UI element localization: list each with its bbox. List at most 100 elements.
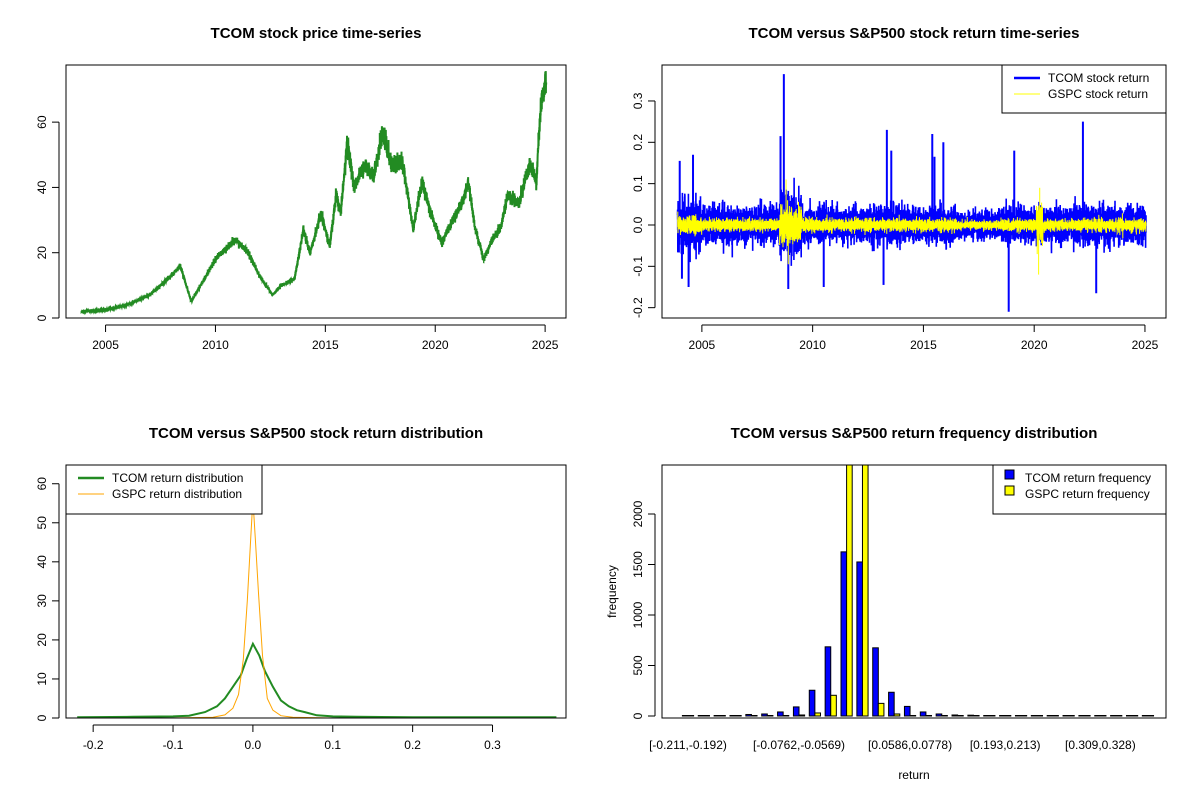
gspc-bar [798,714,806,717]
gspc-bar [1099,715,1107,717]
gspc-bar [846,465,853,717]
gspc-bar [957,715,964,717]
tcom-bar [935,713,943,717]
tcom-bar [792,706,800,717]
gspc-bar [750,715,758,717]
chart-title: TCOM versus S&P500 stock return time-ser… [749,25,1080,42]
x-axis-label: return [898,768,929,782]
x-tick-label: 2015 [312,338,339,352]
y-tick-label: 0.3 [631,92,645,109]
gspc-return-line [677,200,1147,255]
plot-frame [65,64,567,319]
legend-swatch [1004,485,1015,496]
gspc-bar [830,694,837,717]
x-tick-label: 2020 [1021,338,1048,352]
plot-frame [65,464,567,719]
legend: TCOM return frequency GSPC return frequen… [992,464,1167,515]
tcom-bar [1078,715,1086,717]
gspc-bar [814,712,821,717]
y-tick-label: 60 [35,477,49,491]
legend-swatch [1004,469,1015,480]
gspc-bar [988,715,996,717]
tcom-bar [967,714,974,717]
y-tick-label: 40 [35,555,49,569]
gspc-bar [861,465,869,717]
tcom-bar [888,691,895,717]
tcom-bar [840,551,848,717]
y-tick-label: 0.0 [631,216,645,233]
x-tick-label: 2020 [422,338,449,352]
x-tick-label: 0.1 [324,738,341,752]
tcom-bar [824,646,832,717]
gspc-bar [893,713,901,717]
tcom-bar [777,711,784,717]
plot-frame [661,64,1167,319]
tcom-bar [1046,715,1054,717]
y-tick-label: 0 [35,314,49,321]
gspc-bar [925,715,933,717]
y-tick-label: 1500 [631,551,645,578]
y-tick-label: -0.2 [631,297,645,318]
tcom-bar [1062,715,1070,717]
x-tick-label: 2010 [202,338,229,352]
gspc-bar [766,715,774,717]
x-tick-label: 0.3 [484,738,501,752]
tcom-bar [1030,714,1038,717]
price-line [80,71,548,316]
x-tick-label: [-0.211,-0.192) [649,738,727,752]
bars [681,465,1155,717]
y-tick-label: 0 [631,712,645,719]
legend-box [1001,64,1167,114]
x-tick-label: 2025 [1132,338,1159,352]
y-tick-label: 0.1 [631,175,645,192]
x-tick-label: 2015 [910,338,937,352]
gspc-bar [1084,715,1091,717]
gspc-bar [1147,715,1155,717]
y-tick-label: 500 [631,655,645,675]
legend-label: GSPC return frequency [1025,487,1150,501]
legend: TCOM return distribution GSPC return dist… [65,464,263,515]
tcom-bar [745,713,752,717]
y-tick-label: 30 [35,594,49,608]
legend-label: GSPC stock return [1048,87,1148,101]
gspc-bar [735,715,742,717]
x-tick-label: 2005 [689,338,716,352]
tcom-bar [983,715,990,717]
gspc-bar [719,715,726,717]
legend-box [992,464,1167,515]
gspc-bar [1036,715,1044,717]
y-tick-label: -0.1 [631,256,645,277]
y-tick-label: 50 [35,516,49,530]
x-tick-label: 2010 [799,338,826,352]
chart-title: TCOM stock price time-series [211,25,422,42]
y-tick-label: 0 [35,714,49,721]
tcom-bar [919,711,927,717]
gspc-bar [909,714,917,717]
x-tick-label: 0.0 [245,738,262,752]
gspc-bar [782,714,790,717]
tcom-bar [761,713,768,717]
tcom-bar [697,715,705,717]
x-tick-label: [0.309,0.328) [1065,738,1136,752]
x-tick-label: [-0.0762,-0.0569) [753,738,845,752]
tcom-bar [903,705,911,717]
gspc-bar [703,715,710,717]
gspc-bar [941,715,948,717]
plot-frame [661,464,1167,719]
gspc-bar [1115,715,1123,717]
legend-label: TCOM return distribution [112,471,243,485]
tcom-bar [808,689,816,717]
y-tick-label: 2000 [631,500,645,527]
tcom-bar [681,715,689,717]
y-axis-label: frequency [605,565,619,618]
tcom-bar [729,714,737,717]
y-tick-label: 0.2 [631,134,645,151]
x-tick-label: 2005 [92,338,119,352]
tcom-bar [1014,715,1022,717]
y-tick-label: 40 [35,180,49,194]
tcom-bar [1141,715,1149,717]
chart-title: TCOM versus S&P500 return frequency dist… [731,425,1098,442]
x-tick-label: -0.1 [163,738,184,752]
panel-3: TCOM versus S&P500 stock return distribu… [35,425,567,752]
